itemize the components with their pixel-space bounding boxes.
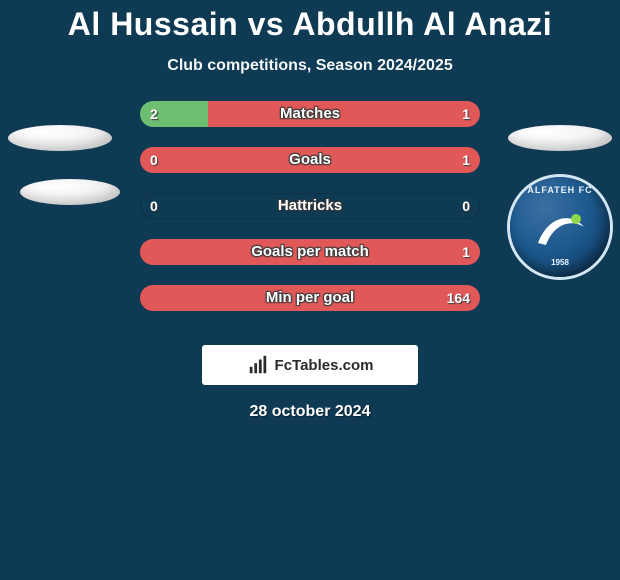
stat-bar-right: [140, 239, 480, 265]
stat-bar-track: [140, 285, 480, 311]
page-title: Al Hussain vs Abdullh Al Anazi: [0, 0, 620, 43]
stat-row: Goals per match1: [0, 239, 620, 285]
stat-bar-track: [140, 147, 480, 173]
stat-bar-track: [140, 239, 480, 265]
snapshot-date: 28 october 2024: [0, 403, 620, 421]
stat-rows: Matches21Goals01Hattricks00Goals per mat…: [0, 101, 620, 331]
stat-bar-track: [140, 101, 480, 127]
stat-bar-right: [140, 147, 480, 173]
comparison-stage: ALFATEH FC 1958 Matches21Goals01Hattrick…: [0, 101, 620, 331]
footer-brand-card: FcTables.com: [202, 345, 418, 385]
stat-row: Matches21: [0, 101, 620, 147]
stat-row: Min per goal164: [0, 285, 620, 331]
bar-chart-icon: [247, 354, 269, 376]
stat-bar-left: [140, 101, 208, 127]
stat-row: Goals01: [0, 147, 620, 193]
footer-brand-text: FcTables.com: [275, 357, 374, 374]
stat-row: Hattricks00: [0, 193, 620, 239]
stat-bar-right: [208, 101, 480, 127]
stat-bar-track: [140, 193, 480, 219]
page-subtitle: Club competitions, Season 2024/2025: [0, 57, 620, 75]
stat-bar-right: [140, 285, 480, 311]
